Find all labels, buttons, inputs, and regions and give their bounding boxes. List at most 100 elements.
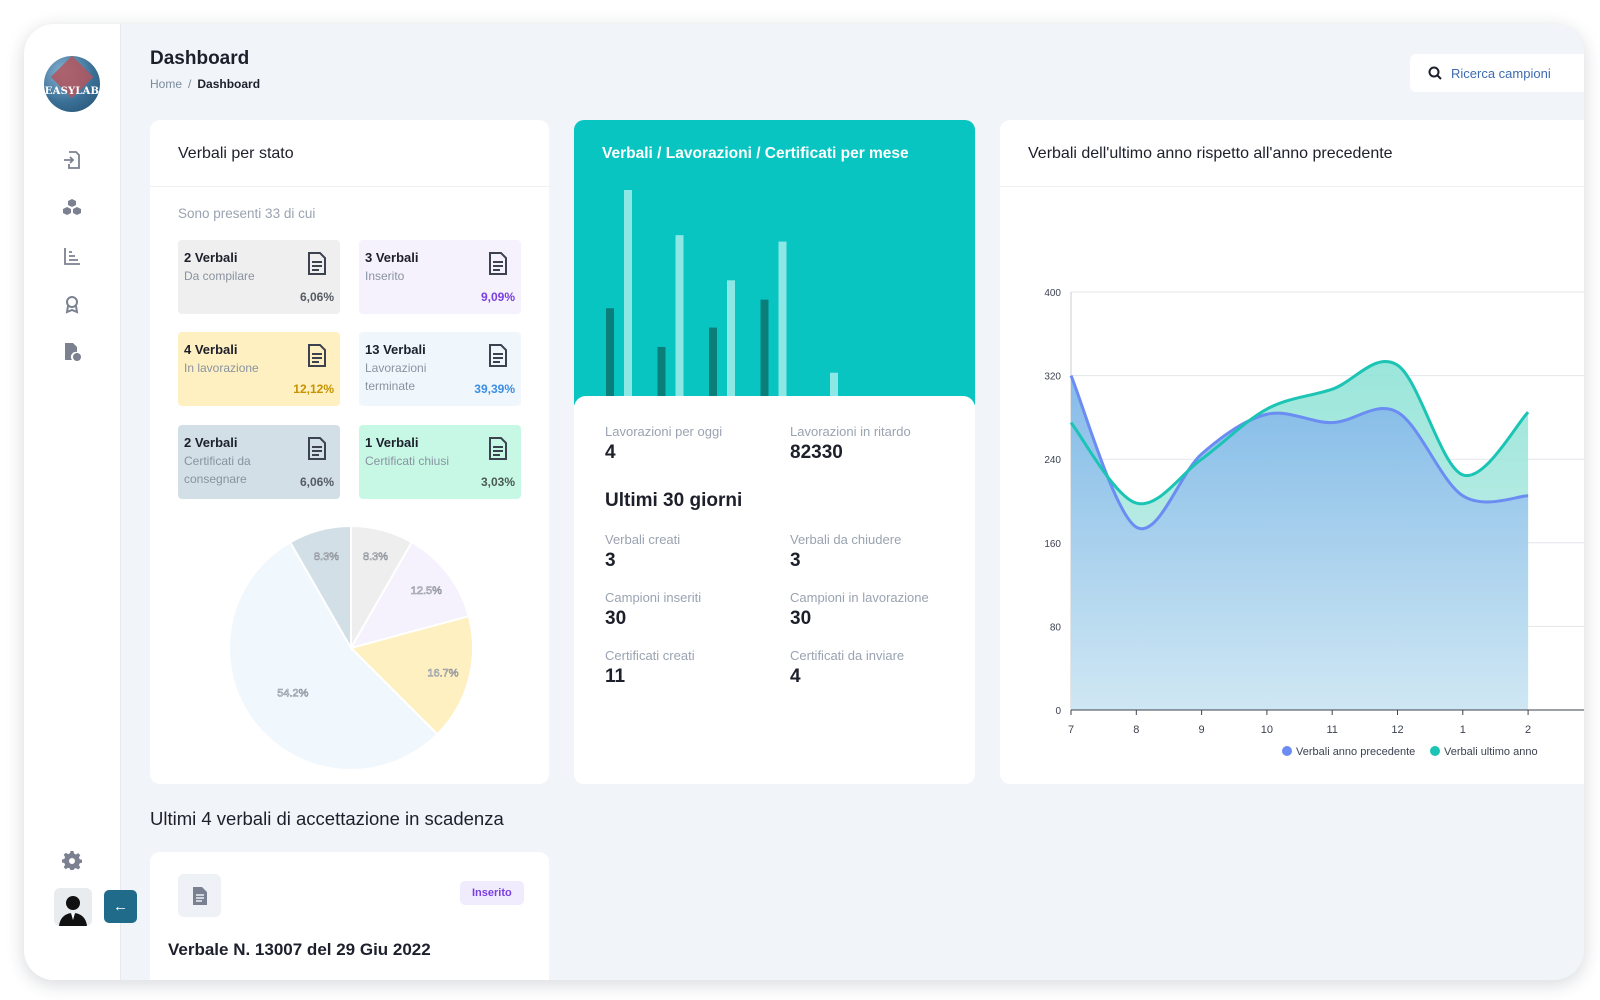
metric: Lavorazioni per oggi 4 bbox=[605, 424, 722, 464]
search-icon bbox=[1428, 66, 1442, 80]
document-icon bbox=[489, 252, 507, 275]
pie-slice[interactable] bbox=[348, 540, 471, 650]
file-clock-icon[interactable] bbox=[60, 340, 84, 364]
metric-label: Lavorazioni per oggi bbox=[605, 424, 723, 439]
stat-label: Certificati chiusi bbox=[365, 454, 450, 468]
metric-label: Campioni inseriti bbox=[605, 590, 702, 605]
stat-box[interactable]: 2 Verbali Da compilare 6,06% bbox=[178, 240, 340, 314]
metric-label: Verbali creati bbox=[605, 532, 681, 547]
collapse-sidebar-button[interactable]: ← bbox=[104, 890, 137, 923]
section-title: Ultimi 4 verbali di accettazione in scad… bbox=[150, 808, 504, 829]
cubes-icon[interactable] bbox=[60, 196, 84, 220]
metric-value: 4 bbox=[605, 442, 616, 463]
pie-slice[interactable] bbox=[228, 540, 439, 771]
metric-label: Certificati creati bbox=[605, 648, 695, 663]
breadcrumb: Home / Dashboard bbox=[150, 77, 261, 91]
stat-label: In lavorazione bbox=[184, 361, 259, 375]
stat-count: 2 Verbali bbox=[184, 250, 238, 265]
x-tick-label: 12 bbox=[1391, 724, 1403, 736]
line-chart-card: Verbali dell'ultimo anno rispetto all'an… bbox=[1000, 120, 1584, 784]
bar-dark[interactable] bbox=[606, 308, 614, 405]
stat-label: Inserito bbox=[365, 269, 405, 283]
y-tick-label: 320 bbox=[1044, 372, 1061, 383]
stat-count: 2 Verbali bbox=[184, 435, 238, 450]
pie-label: 8.3% bbox=[363, 551, 388, 563]
metric-label: Verbali da chiudere bbox=[790, 532, 902, 547]
stat-count: 3 Verbali bbox=[365, 250, 419, 265]
file-import-icon[interactable] bbox=[60, 148, 84, 172]
metric-value: 3 bbox=[790, 550, 801, 571]
stat-label: Lavorazioni terminate bbox=[365, 361, 427, 393]
y-tick-label: 240 bbox=[1044, 455, 1061, 466]
search-box[interactable] bbox=[1410, 54, 1584, 92]
stat-percent: 39,39% bbox=[474, 382, 515, 396]
search-input[interactable] bbox=[1451, 65, 1584, 81]
stat-percent: 6,06% bbox=[299, 290, 334, 304]
metric-value: 82330 bbox=[790, 442, 843, 463]
stat-percent: 9,09% bbox=[480, 290, 515, 304]
card-title: Verbali per stato bbox=[178, 145, 294, 162]
metric-value: 4 bbox=[790, 666, 801, 687]
metric: Verbali creati 3 bbox=[605, 532, 680, 572]
metric-label: Campioni in lavorazione bbox=[790, 590, 929, 605]
breadcrumb-current: Dashboard bbox=[197, 77, 261, 91]
award-icon[interactable] bbox=[60, 292, 84, 316]
x-tick-label: 9 bbox=[1199, 724, 1205, 736]
document-icon bbox=[308, 344, 326, 367]
legend-marker bbox=[1430, 746, 1440, 756]
avatar[interactable] bbox=[54, 888, 92, 926]
chart-icon[interactable] bbox=[60, 244, 84, 268]
gear-icon[interactable] bbox=[60, 848, 84, 872]
stat-percent: 3,03% bbox=[480, 475, 515, 489]
x-tick-label: 1 bbox=[1460, 724, 1466, 736]
line-ultimo-anno[interactable] bbox=[1069, 359, 1530, 506]
pie-label: 12.5% bbox=[411, 585, 442, 597]
metric: Certificati creati 11 bbox=[605, 648, 695, 688]
stat-box[interactable]: 4 Verbali In lavorazione 12,12% bbox=[178, 332, 340, 406]
bar-light[interactable] bbox=[778, 241, 787, 405]
breadcrumb-home[interactable]: Home bbox=[150, 77, 183, 91]
stat-count: 1 Verbali bbox=[365, 435, 419, 450]
bar-dark[interactable] bbox=[657, 346, 666, 405]
document-icon bbox=[489, 344, 507, 367]
stat-box[interactable]: 1 Verbali Certificati chiusi 3,03% bbox=[359, 425, 521, 499]
bar-light[interactable] bbox=[675, 235, 684, 405]
sidebar: EASYLAB ← bbox=[24, 24, 137, 980]
per-mese-card: Verbali / Lavorazioni / Certificati per … bbox=[574, 120, 975, 784]
intro-text: Sono presenti 33 di cui bbox=[178, 206, 316, 221]
metric-value: 30 bbox=[605, 608, 627, 629]
stat-box[interactable]: 2 Verbali Certificati da consegnare 6,06% bbox=[178, 425, 340, 499]
x-tick-label: 10 bbox=[1261, 724, 1273, 736]
pie-label: 8.3% bbox=[314, 551, 339, 563]
document-icon bbox=[308, 437, 326, 460]
stat-count: 13 Verbali bbox=[365, 342, 426, 357]
bar-light[interactable] bbox=[830, 372, 838, 405]
stat-label: Certificati da consegnare bbox=[184, 454, 251, 486]
x-tick-label: 8 bbox=[1133, 724, 1139, 736]
metric-label: Certificati da inviare bbox=[790, 648, 905, 663]
metrics-panel: Ultimi 30 giorni Lavorazioni per oggi 4 La… bbox=[574, 396, 975, 784]
stat-box[interactable]: 13 Verbali Lavorazioni terminate 39,39% bbox=[359, 332, 521, 406]
metric: Certificati da inviare 4 bbox=[790, 648, 904, 688]
bar-dark[interactable] bbox=[709, 327, 717, 405]
metric-value: 3 bbox=[605, 550, 616, 571]
card-title: Verbali / Lavorazioni / Certificati per … bbox=[602, 145, 909, 162]
pie-label: 54.2% bbox=[277, 688, 308, 700]
verbale-card[interactable]: Inserito Verbale N. 13007 del 29 Giu 202… bbox=[150, 852, 549, 980]
app-frame: EASYLAB ← Dashboard Home / Dashboard bbox=[24, 24, 1584, 980]
pie-slice[interactable] bbox=[288, 524, 352, 652]
bar-dark[interactable] bbox=[760, 299, 769, 405]
stat-box[interactable]: 3 Verbali Inserito 9,09% bbox=[359, 240, 521, 314]
legend-label: Verbali anno precedente bbox=[1296, 746, 1415, 758]
bar-light[interactable] bbox=[727, 280, 735, 405]
bar-light[interactable] bbox=[624, 190, 632, 405]
x-tick-label: 7 bbox=[1068, 724, 1074, 736]
document-icon bbox=[308, 252, 326, 275]
metric: Campioni inseriti 30 bbox=[605, 590, 701, 630]
app-logo[interactable]: EASYLAB bbox=[44, 56, 100, 112]
x-tick-label: 11 bbox=[1326, 724, 1337, 736]
line-anno-precedente[interactable] bbox=[1069, 375, 1529, 531]
metric: Campioni in lavorazione 30 bbox=[790, 590, 929, 630]
pie-slice[interactable] bbox=[349, 614, 474, 736]
y-tick-label: 0 bbox=[1055, 706, 1061, 717]
